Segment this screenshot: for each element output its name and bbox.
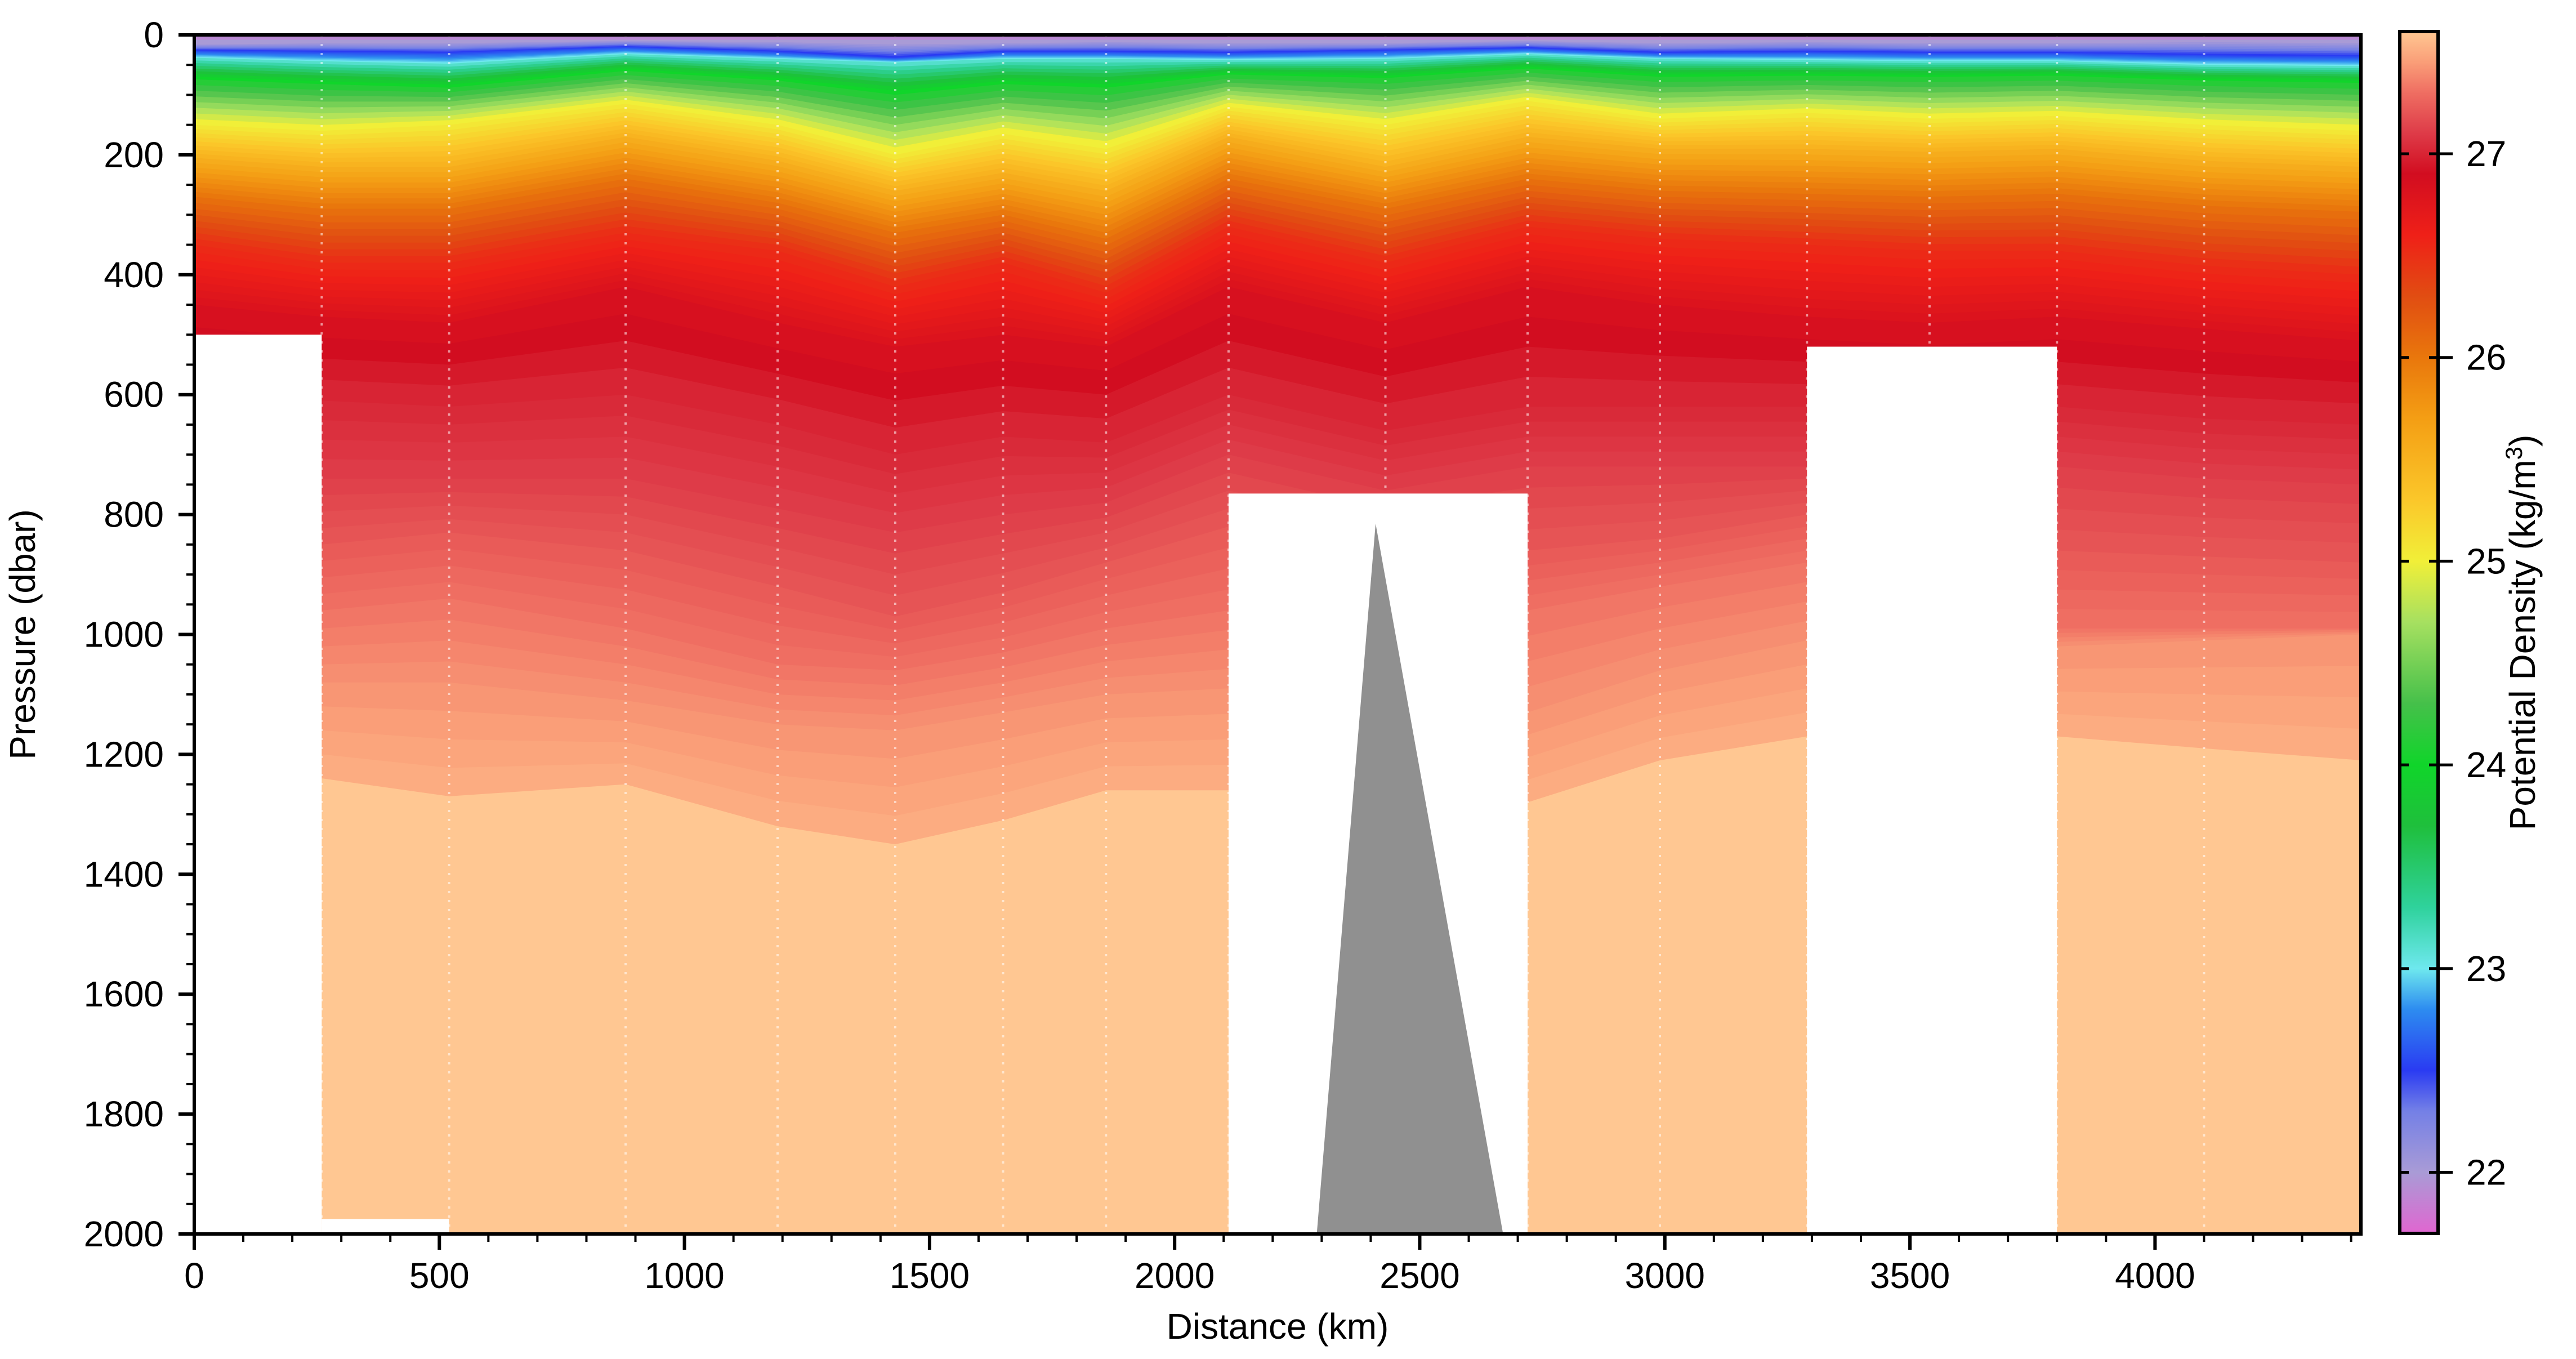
- seafloor: [1316, 523, 1503, 1234]
- y-tick-label: 2000: [84, 1214, 164, 1254]
- no-data-region: [322, 1219, 449, 1234]
- x-tick-label: 2500: [1379, 1255, 1459, 1296]
- x-axis: 0 500 1000 1500 2000 2500 3000 3500 4000: [184, 1234, 2352, 1296]
- x-tick-label: 0: [184, 1255, 204, 1296]
- surface-band: [194, 35, 2361, 40]
- y-tick-label: 0: [144, 15, 164, 55]
- colorbar-scale: [2398, 30, 2440, 1235]
- no-data-region: [1807, 346, 2057, 1234]
- colorbar-tick-label: 26: [2466, 337, 2506, 378]
- y-axis-label: Pressure (dbar): [2, 509, 43, 760]
- x-tick-label: 3000: [1625, 1255, 1705, 1296]
- colorbar-tick-label: 27: [2466, 133, 2506, 174]
- colorbar-ticks: 22 23 24 25 26 27: [2400, 133, 2506, 1192]
- no-data-region: [194, 335, 322, 1234]
- seafloor-polygon: [1316, 523, 1503, 1234]
- colorbar-label: Potential Density (kg/m3): [2501, 435, 2543, 831]
- colorbar-tick-label: 25: [2466, 541, 2506, 581]
- y-tick-label: 1000: [84, 614, 164, 655]
- y-tick-label: 200: [104, 135, 164, 175]
- y-tick-label: 800: [104, 494, 164, 535]
- colorbar: 22 23 24 25 26 27 Potential Density (kg/m3): [2398, 30, 2543, 1235]
- y-tick-label: 1200: [84, 734, 164, 774]
- y-tick-label: 1800: [84, 1094, 164, 1134]
- colorbar-tick-label: 22: [2466, 1152, 2506, 1192]
- y-tick-label: 1400: [84, 854, 164, 894]
- station-lines: [194, 35, 2361, 1234]
- x-tick-label: 2000: [1135, 1255, 1215, 1296]
- x-tick-label: 1500: [890, 1255, 970, 1296]
- y-tick-label: 600: [104, 375, 164, 415]
- plot-area: [194, 35, 2361, 1234]
- colorbar-tick-label: 23: [2466, 948, 2506, 989]
- x-tick-label: 3500: [1870, 1255, 1950, 1296]
- x-tick-label: 1000: [644, 1255, 724, 1296]
- x-axis-label: Distance (km): [1167, 1306, 1389, 1347]
- x-tick-label: 4000: [2115, 1255, 2195, 1296]
- y-tick-label: 1600: [84, 974, 164, 1014]
- y-axis: 0 200 400 600 800 1000 1200 1400 1600 1800 2000: [84, 15, 194, 1254]
- colorbar-tick-label: 24: [2466, 745, 2506, 785]
- x-tick-label: 500: [409, 1255, 470, 1296]
- y-tick-label: 400: [104, 255, 164, 295]
